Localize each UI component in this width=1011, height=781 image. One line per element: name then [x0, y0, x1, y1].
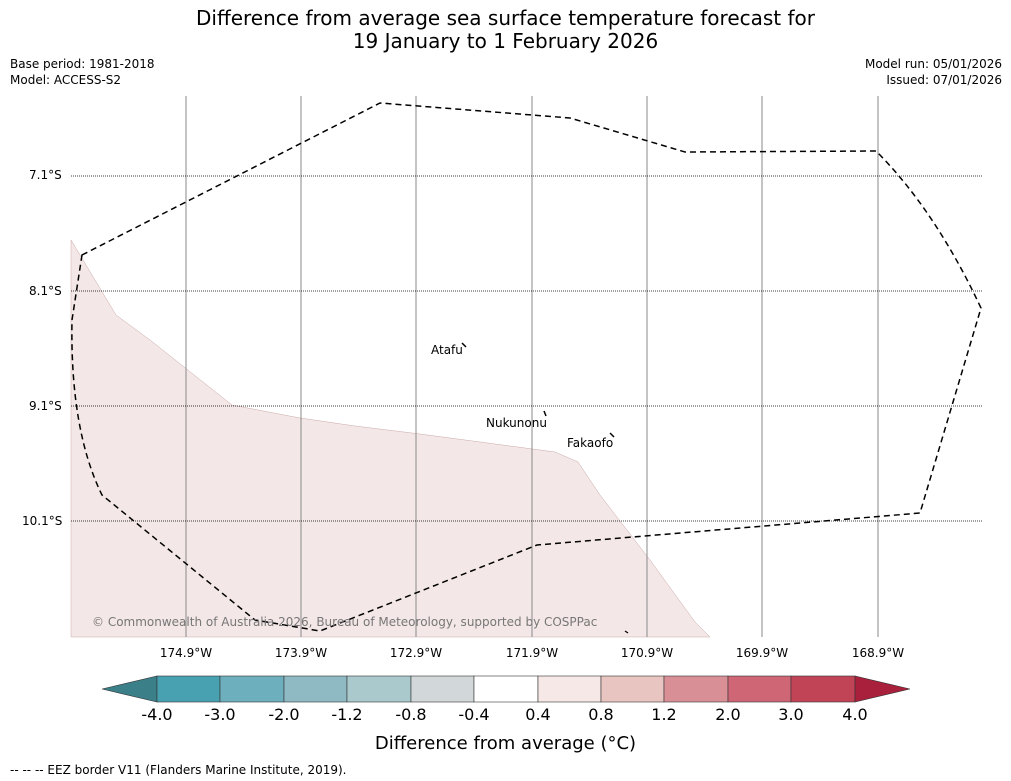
eez-legend-note: -- -- -- EEZ border V11 (Flanders Marine…	[10, 763, 347, 777]
lat-label-9-1s: 9.1°S	[29, 399, 62, 413]
colorbar-seg-11	[790, 675, 856, 703]
colorbar-seg-2	[219, 675, 285, 703]
colorbar-seg-7	[537, 675, 602, 703]
place-atafu: Atafu	[431, 343, 463, 357]
model-run: Model run: 05/01/2026	[864, 57, 1002, 71]
cbar-tick: 2.0	[715, 705, 741, 724]
lat-label-10-1s: 10.1°S	[22, 514, 63, 528]
cbar-tick: 1.2	[651, 705, 677, 724]
colorbar	[101, 675, 911, 703]
chart-title-line1: Difference from average sea surface temp…	[195, 6, 815, 30]
colorbar-seg-5	[410, 675, 475, 703]
cbar-tick: -2.0	[268, 705, 300, 724]
colorbar-seg-1	[156, 675, 221, 703]
place-fakaofo: Fakaofo	[567, 436, 614, 450]
lon-label-174-9w: 174.9°W	[159, 646, 213, 660]
lon-label-171-9w: 171.9°W	[505, 646, 559, 660]
copyright-notice: © Commonwealth of Australia 2026, Bureau…	[92, 615, 598, 629]
lon-label-168-9w: 168.9°W	[851, 646, 905, 660]
cbar-tick: -0.8	[395, 705, 427, 724]
cbar-tick: -1.2	[331, 705, 363, 724]
chart-title-line2: 19 January to 1 February 2026	[352, 29, 659, 53]
colorbar-seg-9	[663, 675, 729, 703]
cbar-tick: -3.0	[204, 705, 236, 724]
colorbar-high-extend	[854, 675, 911, 703]
colorbar-label: Difference from average (°C)	[374, 733, 637, 754]
atafu-island	[461, 342, 467, 348]
positive-anomaly-area	[70, 239, 711, 638]
colorbar-seg-6	[473, 675, 539, 703]
cbar-tick: 0.4	[525, 705, 551, 724]
fakaofo-island	[609, 432, 615, 438]
colorbar-low-extend	[101, 675, 158, 703]
lon-label-170-9w: 170.9°W	[620, 646, 674, 660]
lat-label-7-1s: 7.1°S	[29, 168, 62, 182]
model-name: Model: ACCESS-S2	[10, 73, 122, 87]
issued-date: Issued: 07/01/2026	[886, 73, 1002, 87]
nukunonu-island	[543, 410, 547, 417]
southern-island-mark	[624, 630, 629, 634]
lon-label-169-9w: 169.9°W	[735, 646, 789, 660]
colorbar-seg-8	[600, 675, 665, 703]
meridians	[185, 96, 879, 637]
cbar-tick: 4.0	[842, 705, 868, 724]
place-nukunonu: Nukunonu	[486, 416, 547, 430]
colorbar-seg-4	[346, 675, 412, 703]
eez-border	[71, 102, 982, 632]
lat-label-8-1s: 8.1°S	[29, 284, 62, 298]
cbar-tick: -4.0	[141, 705, 173, 724]
lon-label-172-9w: 172.9°W	[389, 646, 443, 660]
cbar-tick: 0.8	[588, 705, 614, 724]
cbar-tick: 3.0	[778, 705, 804, 724]
colorbar-seg-10	[727, 675, 792, 703]
cbar-tick: -0.4	[458, 705, 490, 724]
colorbar-seg-3	[283, 675, 348, 703]
lon-label-173-9w: 173.9°W	[274, 646, 328, 660]
base-period: Base period: 1981-2018	[10, 57, 155, 71]
